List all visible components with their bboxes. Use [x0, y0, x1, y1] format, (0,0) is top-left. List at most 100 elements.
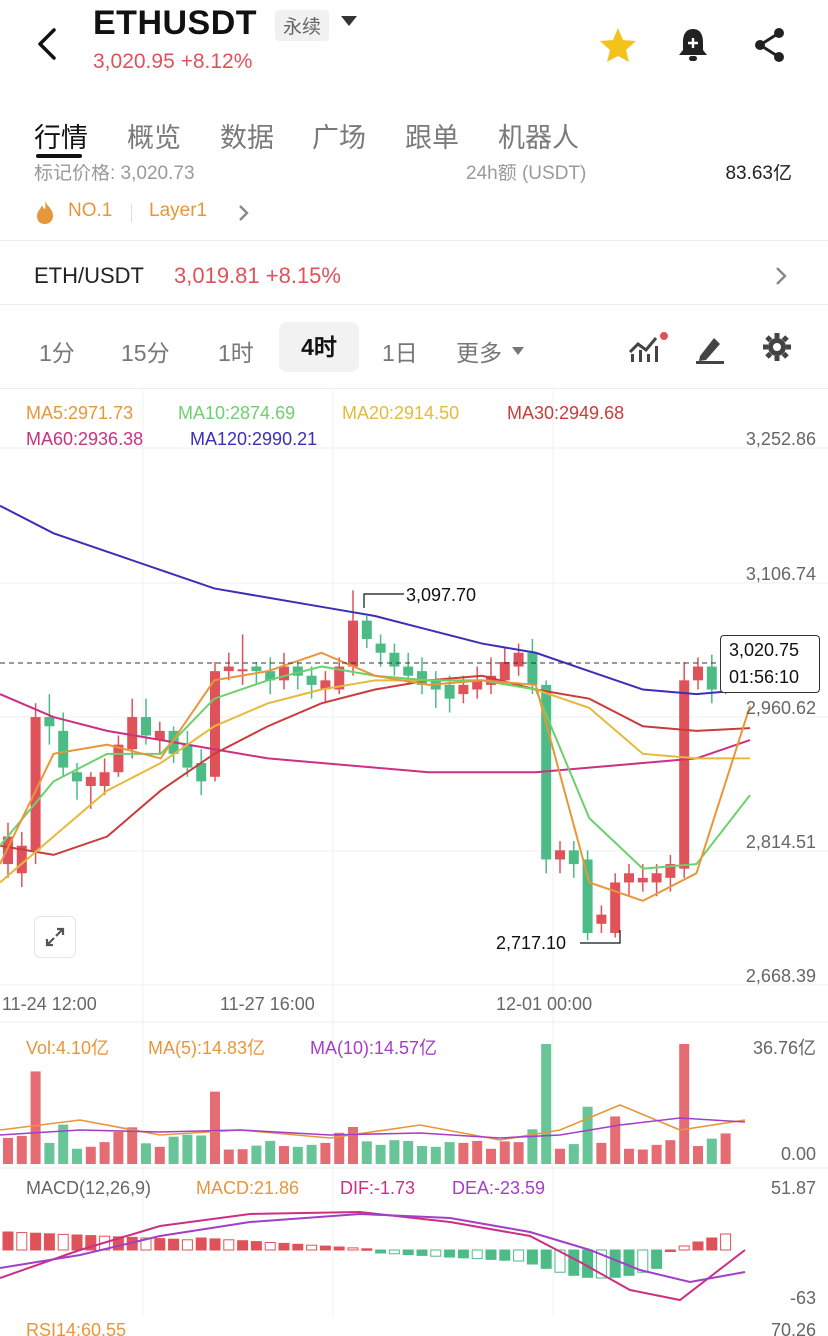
timeframe-1h[interactable]: 1时: [218, 340, 254, 366]
volume-max-label: 36.76亿: [752, 1038, 816, 1058]
macd-bar: [195, 1237, 207, 1251]
sector-tag[interactable]: Layer1: [149, 200, 208, 221]
candle-body: [223, 666, 234, 672]
macd-bar: [154, 1238, 166, 1251]
tab-square[interactable]: 广场: [312, 123, 366, 154]
volume-bar: [417, 1146, 427, 1164]
candle-body: [527, 652, 538, 685]
dif-line: [0, 1210, 746, 1302]
turnover-label: 24h额 (USDT): [466, 164, 587, 184]
draw-pen-icon[interactable]: [694, 332, 726, 369]
volume-bar: [444, 1142, 455, 1164]
volume-bar: [430, 1146, 441, 1164]
price-axis-label: 2,668.39: [745, 966, 816, 986]
candle-body: [513, 652, 524, 667]
ma10-legend: MA10:2874.69: [178, 403, 296, 423]
volume-bar: [527, 1129, 538, 1164]
candle-body: [127, 717, 138, 750]
volume-min-label: 0.00: [780, 1144, 816, 1164]
hot-fire-icon: [34, 199, 56, 230]
candle-body: [265, 671, 276, 681]
indicators-icon[interactable]: [628, 332, 668, 369]
ma60-line: [0, 693, 751, 774]
timeframe-15m[interactable]: 15分: [121, 340, 170, 366]
timeframe-4h[interactable]: 4时: [279, 322, 359, 372]
macd-bar: [2, 1231, 14, 1251]
macd-bar: [554, 1249, 566, 1273]
macd-bar: [209, 1238, 221, 1251]
ma30-line: [0, 674, 751, 856]
settings-gear-icon[interactable]: [762, 332, 792, 367]
macd-bar: [319, 1245, 331, 1251]
macd-bar: [692, 1241, 704, 1251]
macd-bar: [16, 1232, 28, 1251]
timeframe-more[interactable]: 更多: [456, 340, 502, 366]
spot-chevron-icon[interactable]: [774, 266, 788, 291]
favorite-star-icon[interactable]: [598, 26, 638, 69]
volume-bar: [706, 1138, 717, 1164]
contract-type-badge: 永续: [275, 10, 330, 41]
candle-body: [693, 666, 703, 681]
volume-bar: [320, 1142, 331, 1164]
macd-bar: [57, 1233, 69, 1251]
timeframe-1d[interactable]: 1日: [382, 340, 418, 366]
ma30-legend: MA30:2949.68: [507, 403, 625, 423]
volume-bar: [555, 1148, 565, 1164]
candle-body: [679, 680, 690, 869]
ma60-legend: MA60:2936.38: [26, 429, 144, 449]
tab-market[interactable]: 行情: [34, 123, 88, 154]
volume-bar: [196, 1135, 207, 1164]
tab-data[interactable]: 数据: [220, 123, 274, 154]
macd-bar: [140, 1237, 152, 1251]
macd-bar: [292, 1243, 304, 1251]
macd-bar: [416, 1249, 428, 1256]
volume-bar: [292, 1146, 303, 1164]
share-icon[interactable]: [752, 26, 788, 69]
back-button[interactable]: [34, 26, 60, 67]
candle-body: [555, 850, 565, 860]
volume-bar: [154, 1146, 165, 1164]
volume-bar: [251, 1145, 262, 1164]
volume-bar: [85, 1146, 96, 1164]
macd-bar: [430, 1249, 442, 1257]
tab-overview[interactable]: 概览: [127, 123, 181, 154]
time-axis-label: 11-24 12:00: [2, 994, 97, 1014]
price-alert-bell-icon[interactable]: [676, 26, 710, 69]
candle-body: [389, 652, 400, 667]
macd-bar: [609, 1249, 621, 1278]
volume-bar: [665, 1140, 676, 1164]
tab-copy-trading[interactable]: 跟单: [405, 123, 459, 154]
time-axis-label: 12-01 00:00: [496, 994, 593, 1014]
candle-body: [72, 772, 82, 782]
volume-bar: [486, 1148, 496, 1164]
symbol-dropdown-caret-icon[interactable]: [340, 14, 358, 32]
more-caret-icon[interactable]: [512, 343, 524, 361]
ma20-legend: MA20:2914.50: [342, 403, 460, 423]
volume-bar: [596, 1142, 607, 1164]
macd-bar: [181, 1239, 193, 1251]
dea-value: DEA:-23.59: [452, 1178, 546, 1198]
macd-bar: [71, 1234, 83, 1251]
macd-bar: [706, 1237, 718, 1251]
ma120-legend: MA120:2990.21: [190, 429, 318, 449]
spot-pair[interactable]: ETH/USDT: [34, 263, 144, 288]
volume-bar: [113, 1132, 124, 1164]
dif-value: DIF:-1.73: [340, 1178, 416, 1198]
candle-body: [403, 666, 414, 676]
dea-line: [0, 1212, 746, 1284]
candle-body: [375, 643, 386, 653]
macd-bar: [333, 1246, 345, 1251]
fullscreen-expand-icon[interactable]: [34, 916, 76, 958]
macd-bar: [485, 1249, 497, 1260]
symbol-title[interactable]: ETHUSDT: [93, 4, 258, 42]
volume-bar: [3, 1137, 13, 1164]
candle-body: [141, 717, 151, 736]
main-tabs: 行情 概览 数据 广场 跟单 机器人: [0, 108, 828, 164]
volume-bar: [499, 1141, 510, 1164]
volume-bar: [582, 1106, 593, 1164]
tab-bots[interactable]: 机器人: [498, 123, 579, 154]
timeframe-1m[interactable]: 1分: [39, 340, 75, 366]
sector-chevron-icon[interactable]: [238, 204, 250, 227]
spot-price-change: 3,019.81 +8.15%: [174, 263, 341, 288]
